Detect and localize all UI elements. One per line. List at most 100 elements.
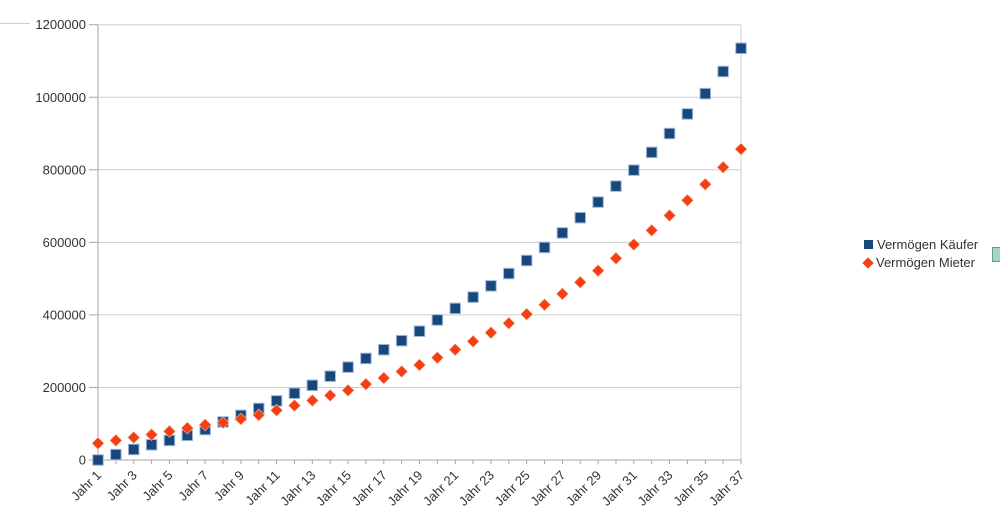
data-point-vermoegen-kaeufer [610,180,622,192]
data-point-vermoegen-kaeufer [645,146,658,159]
data-point-vermoegen-kaeufer [735,42,747,55]
selection-handle[interactable] [992,247,1000,262]
data-point-vermoegen-kaeufer [413,325,426,337]
data-point-vermoegen-mieter [484,326,498,340]
legend-item-vermoegen-kaeufer: Vermögen Käufer [864,237,978,252]
x-axis-label: Jahr 25 [492,468,533,509]
legend-label-mieter: Vermögen Mieter [876,255,975,270]
data-point-vermoegen-kaeufer [324,370,336,382]
data-point-vermoegen-mieter [680,193,694,207]
data-point-vermoegen-mieter [698,177,712,191]
x-axis-label: Jahr 17 [349,468,390,509]
data-point-vermoegen-kaeufer [288,387,301,400]
data-point-vermoegen-mieter [413,358,426,372]
data-point-vermoegen-kaeufer [503,267,515,280]
data-point-vermoegen-mieter [502,316,516,330]
x-axis-label: Jahr 13 [277,468,318,509]
data-point-vermoegen-mieter [198,418,212,432]
y-axis-label: 800000 [43,162,86,177]
data-point-vermoegen-kaeufer [556,227,569,239]
data-point-vermoegen-mieter [180,421,194,435]
data-point-vermoegen-mieter [538,298,551,312]
x-axis-label: Jahr 5 [139,468,175,504]
data-point-vermoegen-kaeufer [663,127,676,140]
data-point-vermoegen-mieter [645,223,659,237]
data-point-vermoegen-mieter [663,209,676,222]
data-point-vermoegen-mieter [323,389,337,402]
x-axis-label: Jahr 35 [670,468,711,509]
x-axis-label: Jahr 31 [599,468,640,509]
data-point-vermoegen-mieter [127,431,141,444]
data-point-vermoegen-mieter [466,334,480,348]
legend-item-vermoegen-mieter: Vermögen Mieter [862,255,978,270]
data-point-vermoegen-mieter [359,377,373,391]
data-point-vermoegen-mieter [270,403,284,417]
data-point-vermoegen-mieter [627,238,641,251]
data-point-vermoegen-mieter [288,399,301,413]
y-axis-label: 1000000 [35,90,86,105]
data-point-vermoegen-mieter [573,275,587,289]
x-axis-label: Jahr 23 [456,468,497,509]
data-point-vermoegen-kaeufer [360,352,372,365]
data-point-vermoegen-kaeufer [592,196,604,208]
y-axis-label: 400000 [43,307,86,322]
data-point-vermoegen-mieter [555,287,569,301]
data-point-vermoegen-kaeufer [628,164,640,176]
x-axis-label: Jahr 37 [706,468,747,509]
data-point-vermoegen-kaeufer [378,343,390,356]
x-axis-label: Jahr 29 [563,468,604,509]
data-point-vermoegen-mieter [716,160,730,174]
data-point-vermoegen-kaeufer [145,439,158,451]
x-axis-label: Jahr 27 [527,468,568,509]
data-point-vermoegen-kaeufer [92,454,104,466]
y-axis-label: 1200000 [35,17,86,32]
data-point-vermoegen-mieter [216,416,230,430]
data-point-vermoegen-mieter [234,412,248,426]
x-axis-label: Jahr 3 [104,468,140,504]
page-border-fragment [0,23,30,24]
data-point-vermoegen-mieter [591,264,605,278]
legend-label-kaeufer: Vermögen Käufer [877,237,979,252]
data-point-vermoegen-mieter [430,351,444,365]
y-axis-label: 0 [79,453,86,468]
legend-diamond-marker-icon [862,256,874,269]
x-axis-label: Jahr 19 [384,468,425,509]
x-axis-label: Jahr 21 [420,468,461,509]
data-point-vermoegen-mieter [109,433,123,447]
data-point-vermoegen-mieter [145,428,159,442]
data-point-vermoegen-mieter [305,394,319,407]
data-point-vermoegen-mieter [609,251,623,265]
data-point-vermoegen-mieter [377,371,391,385]
data-point-vermoegen-kaeufer [717,65,729,78]
data-point-vermoegen-kaeufer [449,302,461,315]
data-point-vermoegen-kaeufer [681,108,694,120]
data-point-vermoegen-mieter [91,436,105,450]
data-point-vermoegen-kaeufer [342,361,354,373]
data-point-vermoegen-mieter [163,424,176,438]
data-point-vermoegen-kaeufer [520,254,533,267]
data-point-vermoegen-mieter [395,365,409,378]
legend-square-marker-icon [864,240,873,249]
data-point-vermoegen-kaeufer [395,334,408,347]
data-point-vermoegen-mieter [252,408,266,422]
data-point-vermoegen-mieter [734,142,748,156]
x-axis-label: Jahr 33 [634,468,675,509]
data-point-vermoegen-kaeufer [574,211,586,224]
data-point-vermoegen-mieter [448,343,462,357]
x-axis-label: Jahr 15 [313,468,354,509]
data-point-vermoegen-kaeufer [306,379,319,392]
data-point-vermoegen-mieter [341,383,355,397]
data-point-vermoegen-kaeufer [485,280,497,292]
x-axis-label: Jahr 7 [175,468,211,504]
x-axis-label: Jahr 1 [68,468,104,504]
data-point-vermoegen-kaeufer [110,448,122,461]
data-point-vermoegen-kaeufer [467,291,479,303]
data-point-vermoegen-mieter [520,307,534,321]
data-point-vermoegen-kaeufer [127,443,140,456]
y-axis-label: 600000 [43,235,86,250]
data-point-vermoegen-kaeufer [538,241,551,254]
data-point-vermoegen-kaeufer [699,87,712,100]
chart-legend[interactable]: Vermögen Käufer Vermögen Mieter [862,237,978,270]
